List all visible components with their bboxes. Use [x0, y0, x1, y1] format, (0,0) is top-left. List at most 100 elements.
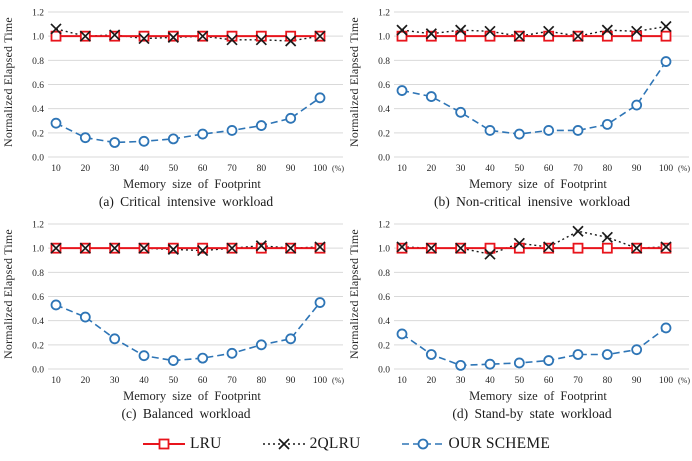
svg-text:0.4: 0.4 — [378, 317, 390, 327]
svg-text:1.2: 1.2 — [378, 221, 390, 231]
svg-text:0.0: 0.0 — [378, 154, 390, 164]
legend-label: 2QLRU — [309, 434, 361, 452]
our-scheme-line-icon — [401, 438, 444, 449]
legend: LRU 2QLRU OUR SCHEME — [0, 424, 692, 461]
svg-text:0.2: 0.2 — [378, 129, 390, 139]
legend-item-our-scheme: OUR SCHEME — [401, 435, 550, 453]
svg-text:10: 10 — [397, 376, 407, 386]
svg-text:(%): (%) — [678, 164, 690, 173]
x-axis-title: Memory size of Footprint — [123, 389, 261, 403]
y-axis-title: Normalized Elapsed Time — [1, 17, 15, 147]
svg-text:100: 100 — [313, 376, 328, 386]
svg-text:(%): (%) — [678, 376, 690, 385]
svg-text:10: 10 — [51, 376, 61, 386]
svg-text:0.2: 0.2 — [32, 129, 44, 139]
svg-text:0.2: 0.2 — [32, 341, 44, 351]
subplot-grid: Normalized Elapsed Time 0.0 0.2 0.4 0.6 0.8 1… — [0, 0, 692, 424]
legend-item-2qlru: 2QLRU — [262, 435, 361, 453]
legend-label: LRU — [189, 434, 222, 452]
plot-area: 0.0 0.2 0.4 0.6 0.8 1.0 1.2 10 20 30 40 50 60 70 80 90 1… — [378, 221, 690, 387]
svg-text:0.8: 0.8 — [32, 57, 44, 67]
svg-text:1.0: 1.0 — [32, 245, 44, 255]
svg-text:20: 20 — [427, 376, 437, 386]
svg-text:1.2: 1.2 — [378, 9, 390, 19]
plot-area: 0.0 0.2 0.4 0.6 0.8 1.0 1.2 10 20 30 40 50 60 70 80 90 1… — [32, 9, 344, 175]
svg-text:1.2: 1.2 — [32, 9, 44, 19]
svg-text:80: 80 — [603, 164, 613, 174]
plot-area: 0.0 0.2 0.4 0.6 0.8 1.0 1.2 10 20 30 40 50 60 70 80 90 1… — [32, 221, 344, 387]
chart-non-critical-intensive: Normalized Elapsed Time 0.0 0.2 0.4 0.6 0.8 1… — [346, 0, 692, 212]
chart-balanced: Normalized Elapsed Time 0.0 0.2 0.4 0.6 0.8 1… — [0, 212, 346, 424]
svg-text:0.6: 0.6 — [378, 81, 390, 91]
svg-text:0.6: 0.6 — [32, 81, 44, 91]
y-axis-title: Normalized Elapsed Time — [347, 17, 361, 147]
svg-text:0.4: 0.4 — [378, 105, 390, 115]
svg-text:50: 50 — [169, 164, 179, 174]
svg-text:0.4: 0.4 — [32, 317, 44, 327]
x-axis-title: Memory size of Footprint — [123, 177, 261, 191]
svg-text:100: 100 — [659, 376, 674, 386]
svg-text:50: 50 — [515, 376, 525, 386]
svg-text:1.0: 1.0 — [378, 33, 390, 43]
svg-text:60: 60 — [198, 376, 208, 386]
svg-text:(%): (%) — [332, 376, 344, 385]
subplot-caption: (c) Balanced workload — [121, 406, 251, 421]
2qlru-line-icon — [262, 437, 305, 450]
subplot-caption: (d) Stand-by state workload — [452, 406, 612, 421]
svg-text:1.2: 1.2 — [32, 221, 44, 231]
legend-label: OUR SCHEME — [448, 434, 551, 452]
svg-text:30: 30 — [456, 164, 466, 174]
x-axis-title: Memory size of Footprint — [469, 177, 607, 191]
svg-text:(%): (%) — [332, 164, 344, 173]
svg-text:70: 70 — [227, 376, 237, 386]
svg-text:40: 40 — [485, 164, 495, 174]
chart-critical-intensive: Normalized Elapsed Time 0.0 0.2 0.4 0.6 0.8 1… — [0, 0, 346, 212]
svg-text:80: 80 — [257, 376, 267, 386]
svg-text:60: 60 — [544, 376, 554, 386]
svg-text:0.6: 0.6 — [378, 293, 390, 303]
svg-text:30: 30 — [110, 376, 120, 386]
svg-text:20: 20 — [81, 164, 91, 174]
svg-text:0.2: 0.2 — [378, 341, 390, 351]
svg-text:80: 80 — [257, 164, 267, 174]
svg-text:90: 90 — [632, 164, 642, 174]
x-axis-title: Memory size of Footprint — [469, 389, 607, 403]
svg-text:30: 30 — [456, 376, 466, 386]
svg-text:90: 90 — [286, 376, 296, 386]
plot-area: 0.0 0.2 0.4 0.6 0.8 1.0 1.2 10 20 30 40 50 60 70 80 90 1… — [378, 9, 690, 175]
chart-stand-by: Normalized Elapsed Time 0.0 0.2 0.4 0.6 0.8 1… — [346, 212, 692, 424]
svg-text:1.0: 1.0 — [32, 33, 44, 43]
svg-text:60: 60 — [544, 164, 554, 174]
svg-text:30: 30 — [110, 164, 120, 174]
svg-text:70: 70 — [573, 164, 583, 174]
legend-item-lru: LRU — [142, 435, 222, 453]
lru-line-icon — [142, 438, 185, 449]
svg-text:1.0: 1.0 — [378, 245, 390, 255]
svg-text:80: 80 — [603, 376, 613, 386]
svg-text:0.6: 0.6 — [32, 293, 44, 303]
svg-text:0.0: 0.0 — [378, 366, 390, 376]
subplot-caption: (a) Critical intensive workload — [98, 194, 274, 209]
svg-text:0.8: 0.8 — [378, 57, 390, 67]
svg-text:70: 70 — [573, 376, 583, 386]
svg-text:0.0: 0.0 — [32, 366, 44, 376]
svg-text:60: 60 — [198, 164, 208, 174]
svg-text:0.8: 0.8 — [378, 269, 390, 279]
svg-text:50: 50 — [515, 164, 525, 174]
svg-text:20: 20 — [427, 164, 437, 174]
svg-text:100: 100 — [659, 164, 674, 174]
svg-text:70: 70 — [227, 164, 237, 174]
svg-text:40: 40 — [485, 376, 495, 386]
svg-text:100: 100 — [313, 164, 328, 174]
svg-text:10: 10 — [51, 164, 61, 174]
svg-text:40: 40 — [139, 376, 149, 386]
svg-text:50: 50 — [169, 376, 179, 386]
svg-text:0.4: 0.4 — [32, 105, 44, 115]
svg-text:90: 90 — [632, 376, 642, 386]
svg-text:40: 40 — [139, 164, 149, 174]
svg-text:90: 90 — [286, 164, 296, 174]
svg-text:20: 20 — [81, 376, 91, 386]
svg-text:0.8: 0.8 — [32, 269, 44, 279]
y-axis-title: Normalized Elapsed Time — [347, 229, 361, 359]
